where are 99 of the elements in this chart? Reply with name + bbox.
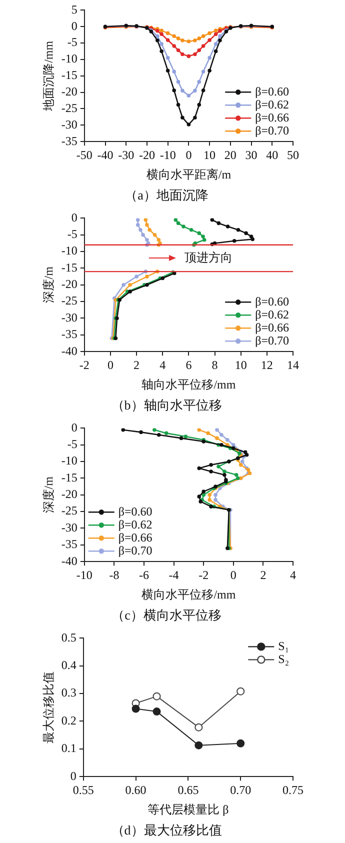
legend-label: β=0.70	[118, 543, 152, 558]
x-tick-label: 0.60	[125, 782, 146, 797]
x-tick-label: -2	[79, 358, 90, 372]
y-tick-label: -5	[67, 35, 78, 50]
y-tick-label: -30	[61, 520, 78, 534]
y-tick-label: -25	[61, 100, 78, 115]
x-tick-label: 14	[287, 358, 299, 372]
y-axis-title: 深度/m	[41, 266, 56, 304]
y-tick-label: -5	[67, 227, 78, 242]
y-tick-label: -10	[61, 454, 78, 468]
x-tick-label: 6	[186, 358, 192, 372]
x-tick-label: -30	[118, 148, 134, 162]
point	[194, 741, 203, 750]
x-tick-label: 10	[204, 148, 216, 162]
y-tick-label: -35	[61, 327, 78, 342]
x-tick-label: 2	[134, 358, 140, 372]
x-tick-label: -50	[76, 148, 92, 162]
y-tick-label: 0	[71, 420, 78, 434]
x-tick-label: 0	[186, 148, 192, 162]
legend-label: β=0.62	[255, 97, 289, 112]
x-axis-title: 横向水平位移/mm	[142, 587, 236, 602]
x-tick-label: 0.65	[178, 782, 199, 797]
y-tick-label: -15	[61, 68, 78, 82]
y-tick-label: 0	[71, 210, 78, 224]
x-axis-title: 轴向水平位移/mm	[142, 377, 236, 392]
point	[152, 708, 161, 716]
legend-label: β=0.60	[255, 294, 289, 308]
y-tick-label: -40	[61, 554, 78, 568]
x-tick-label: 0.55	[72, 782, 94, 797]
y-tick-label: -25	[61, 504, 78, 518]
x-tick-label: 50	[287, 148, 299, 162]
y-tick-label: -30	[61, 310, 78, 324]
x-tick-label: 20	[224, 148, 236, 162]
legend-label: β=0.66	[255, 320, 289, 334]
legend-label: β=0.60	[255, 84, 289, 98]
y-tick-label: 0.1	[61, 741, 76, 756]
y-tick-label: -20	[61, 84, 78, 98]
x-tick-label: 4	[160, 358, 166, 372]
y-tick-label: 5	[71, 2, 78, 16]
y-axis-title: 深度/m	[41, 476, 56, 514]
y-tick-label: -20	[61, 277, 78, 292]
legend-label: β=0.60	[118, 504, 152, 518]
legend-label: β=0.70	[255, 123, 289, 138]
x-tick-label: 0.70	[230, 782, 252, 797]
y-tick-label: 0	[70, 768, 76, 783]
text: （d）最大位移比值	[111, 822, 222, 838]
y-tick-label: -35	[61, 134, 78, 148]
legend-label: β=0.66	[255, 110, 289, 124]
point	[236, 687, 245, 696]
point	[194, 723, 203, 732]
point	[236, 739, 245, 748]
x-tick-label: 12	[260, 358, 273, 372]
y-axis-title: 最大位移比值	[41, 671, 56, 744]
x-tick-label: -2	[198, 568, 209, 582]
x-tick-label: 4	[290, 568, 296, 582]
y-tick-label: -20	[61, 487, 78, 502]
y-tick-label: -25	[61, 294, 78, 308]
y-axis-title: 地面沉降/mm	[41, 40, 56, 112]
legend-label: β=0.66	[118, 530, 152, 544]
text: （a）地面沉降	[124, 188, 208, 203]
y-tick-label: -35	[61, 537, 78, 552]
x-tick-label: -6	[138, 568, 149, 582]
y-tick-label: 0.4	[61, 658, 76, 672]
y-tick-label: -15	[61, 470, 78, 484]
x-tick-label: -10	[160, 148, 176, 162]
x-tick-label: 0	[107, 358, 114, 372]
y-tick-label: -5	[67, 437, 78, 452]
x-tick-label: -20	[138, 148, 155, 162]
y-tick-label: -30	[61, 117, 78, 132]
x-tick-label: 8	[212, 358, 218, 372]
x-tick-label: -8	[109, 568, 120, 582]
y-tick-label: -40	[61, 344, 78, 358]
x-tick-label: 10	[234, 358, 247, 372]
x-tick-label: 2	[260, 568, 266, 582]
x-tick-label: 0	[230, 568, 236, 582]
y-tick-label: -10	[61, 52, 78, 66]
legend-label: S₂	[278, 652, 289, 666]
x-tick-label: -4	[168, 568, 179, 582]
y-tick-label: 0.5	[61, 630, 76, 644]
x-tick-label: -40	[97, 148, 114, 162]
y-tick-label: -10	[61, 244, 78, 258]
text: （c）横向水平位移	[112, 608, 222, 623]
legend-label: β=0.62	[118, 517, 152, 532]
y-tick-label: 0.3	[61, 686, 76, 700]
annotation: 顶进方向	[184, 250, 233, 264]
y-tick-label: -15	[61, 260, 78, 274]
legend-label: β=0.62	[255, 307, 289, 322]
legend-label: β=0.70	[255, 333, 289, 348]
point	[132, 704, 140, 713]
text: （b）轴向水平位移	[111, 398, 222, 413]
y-tick-label: 0	[71, 18, 78, 33]
x-tick-label: 0.75	[282, 782, 304, 797]
legend-label: S₁	[278, 638, 289, 653]
x-axis-title: 等代层模量比 β	[148, 802, 229, 816]
point	[152, 692, 161, 700]
x-axis-title: 横向水平距离/m	[146, 167, 232, 182]
x-tick-label: 40	[266, 148, 278, 162]
y-tick-label: 0.2	[61, 713, 76, 728]
x-tick-label: 30	[245, 148, 258, 162]
